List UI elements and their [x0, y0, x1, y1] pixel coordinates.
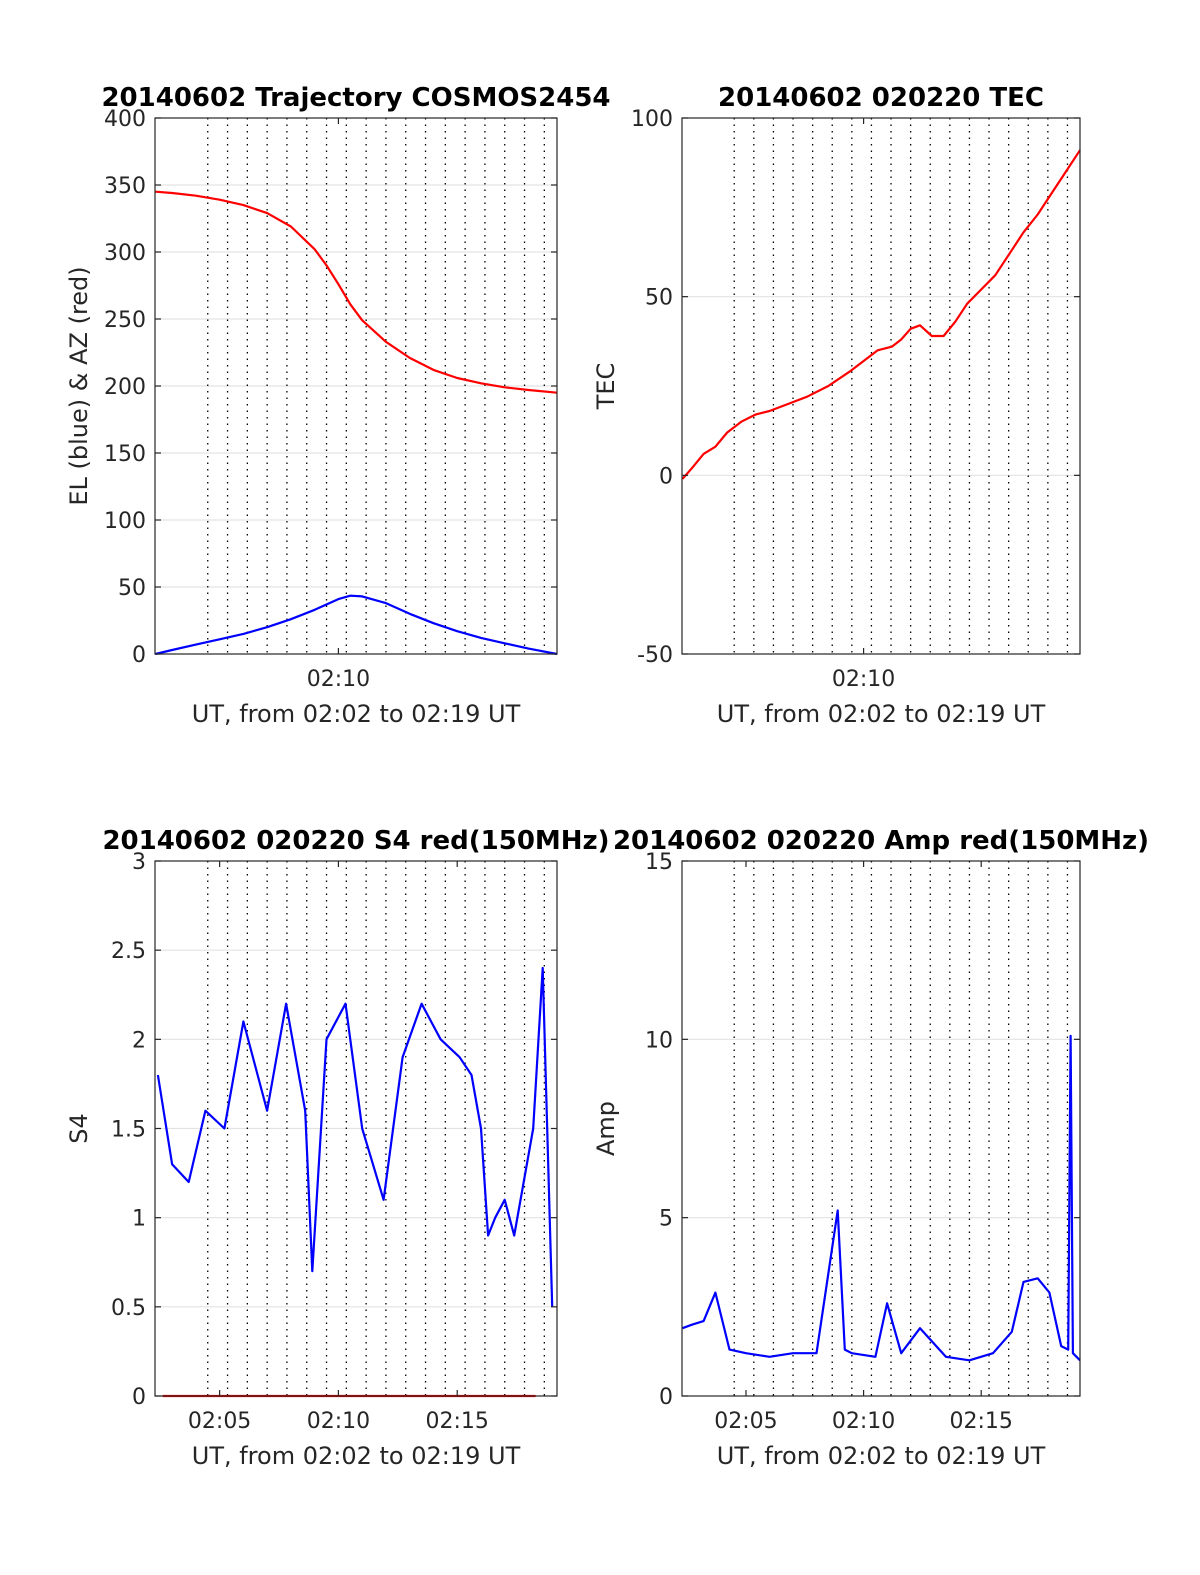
trajectory-ytick-label: 0: [132, 643, 146, 668]
amp-xtick-label: 02:15: [950, 1409, 1013, 1434]
s4-ytick-label: 2.5: [111, 939, 146, 964]
tec-series-0: [681, 149, 1081, 480]
tec-ytick-label: 100: [631, 107, 673, 132]
amp-xtick-label: 02:10: [832, 1409, 895, 1434]
trajectory-ytick-label: 150: [104, 442, 146, 467]
s4-ytick-label: 2: [132, 1028, 146, 1053]
amp-title: 20140602 020220 Amp red(150MHz): [613, 826, 1149, 856]
trajectory-ylabel: EL (blue) & AZ (red): [65, 266, 93, 505]
tec-ytick-label: -50: [637, 643, 673, 668]
tec-title: 20140602 020220 TEC: [718, 83, 1044, 113]
amp-ylabel: Amp: [592, 1101, 620, 1156]
s4-ylabel: S4: [65, 1113, 93, 1144]
trajectory-series-0: [155, 190, 558, 394]
s4-series-1: [156, 966, 554, 1307]
trajectory-ytick-label: 100: [104, 509, 146, 534]
tec-ylabel: TEC: [592, 363, 620, 411]
amp-panel: 0 5 10 15 02:05 02:10 02:15 20140602 020220 Amp…: [592, 826, 1149, 1470]
trajectory-ytick-label: 350: [104, 174, 146, 199]
s4-ytick-label: 0: [132, 1385, 146, 1410]
trajectory-ytick-label: 250: [104, 308, 146, 333]
trajectory-title: 20140602 Trajectory COSMOS2454: [101, 83, 610, 113]
trajectory-ytick-label: 400: [104, 107, 146, 132]
amp-xtick-label: 02:05: [714, 1409, 777, 1434]
amp-ytick-label: 5: [659, 1207, 673, 1232]
amp-axes-box: [681, 860, 1081, 1397]
tec-xtick-label: 02:10: [832, 667, 895, 692]
s4-ytick-label: 0.5: [111, 1296, 146, 1321]
s4-ytick-label: 1: [132, 1207, 146, 1232]
trajectory-panel: 0 50 100 150 200 250 300 350 400 02:10 20140602 Tr…: [65, 83, 611, 728]
tec-ytick-label: 0: [659, 464, 673, 489]
amp-series-0: [682, 1034, 1081, 1362]
s4-panel: 0 0.5 1 1.5 2 2.5 3 02:05 02:10 02:15 20140602 020…: [65, 826, 610, 1470]
tec-panel: -50 0 50 100 02:10 20140602 020220 TEC UT, fro…: [592, 83, 1081, 728]
s4-xtick-label: 02:15: [426, 1409, 489, 1434]
s4-ytick-label: 3: [132, 850, 146, 875]
tec-ytick-label: 50: [645, 286, 673, 311]
trajectory-ytick-label: 50: [118, 576, 146, 601]
s4-xtick-label: 02:05: [188, 1409, 251, 1434]
tec-xlabel: UT, from 02:02 to 02:19 UT: [717, 700, 1046, 728]
trajectory-xtick-label: 02:10: [307, 667, 370, 692]
s4-xtick-label: 02:10: [307, 1409, 370, 1434]
trajectory-ytick-label: 300: [104, 241, 146, 266]
tec-axes-box: [681, 117, 1081, 655]
trajectory-ytick-label: 200: [104, 375, 146, 400]
amp-ytick-label: 10: [645, 1028, 673, 1053]
s4-xlabel: UT, from 02:02 to 02:19 UT: [192, 1442, 521, 1470]
amp-xlabel: UT, from 02:02 to 02:19 UT: [717, 1442, 1046, 1470]
amp-ytick-label: 0: [659, 1385, 673, 1410]
amp-ytick-label: 15: [645, 850, 673, 875]
trajectory-xlabel: UT, from 02:02 to 02:19 UT: [192, 700, 521, 728]
s4-ytick-label: 1.5: [111, 1118, 146, 1143]
s4-title: 20140602 020220 S4 red(150MHz): [102, 826, 609, 856]
